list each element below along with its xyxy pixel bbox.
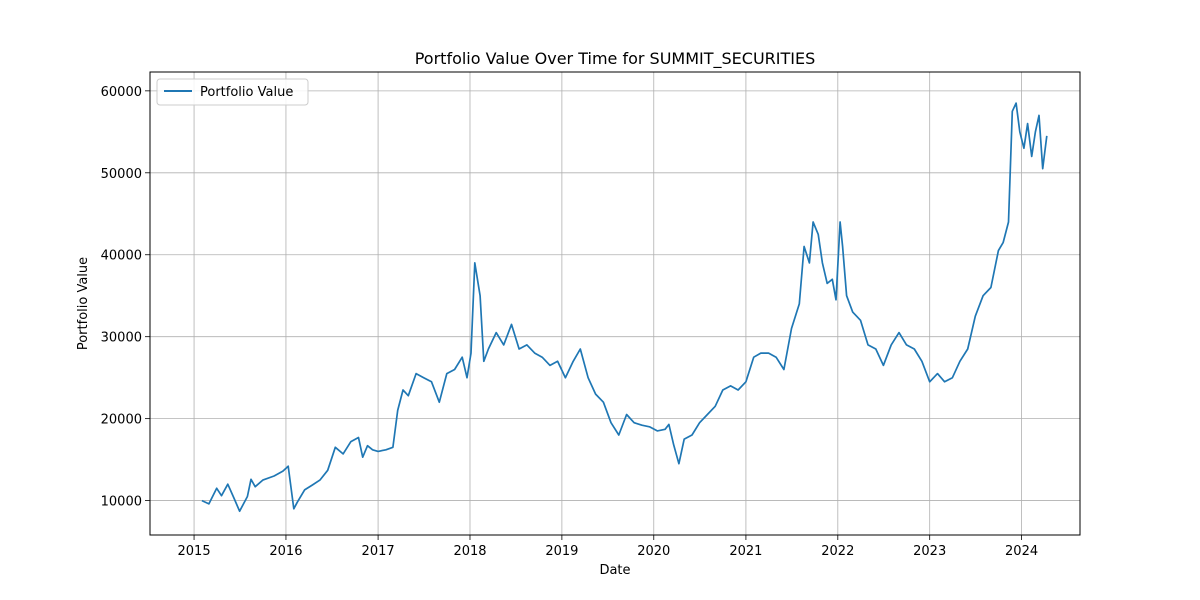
legend-box [156, 78, 309, 106]
x-tick-label: 2020 [637, 544, 670, 559]
x-tick-label: 2021 [729, 544, 762, 559]
x-tick-label: 2019 [545, 544, 578, 559]
y-tick-label: 20000 [101, 413, 142, 428]
chart-title: Portfolio Value Over Time for SUMMIT_SEC… [415, 49, 816, 69]
y-tick-label: 50000 [101, 167, 142, 182]
x-tick-label: 2024 [1005, 544, 1038, 559]
series-line-portfolio-value [201, 102, 1048, 513]
legend-label: Portfolio Value [200, 85, 293, 100]
x-tick-label: 2023 [913, 544, 946, 559]
x-axis-title: Date [599, 563, 630, 578]
y-tick-label: 30000 [101, 331, 142, 346]
x-tick-label: 2022 [821, 544, 854, 559]
x-tick-label: 2016 [269, 544, 302, 559]
x-axis-ticks: 2015 2016 2017 2018 2019 2020 2021 2022 2023 2024 [178, 535, 1038, 559]
y-axis-title: Portfolio Value [76, 257, 91, 350]
legend: Portfolio Value [156, 78, 309, 106]
plot-area-frame [149, 71, 1081, 536]
x-tick-label: 2017 [362, 544, 395, 559]
y-tick-label: 10000 [101, 495, 142, 510]
grid-lines [150, 72, 1080, 535]
y-tick-label: 60000 [101, 85, 142, 100]
x-tick-label: 2015 [178, 544, 211, 559]
x-tick-label: 2018 [453, 544, 486, 559]
y-tick-label: 40000 [101, 249, 142, 264]
y-axis-ticks: 10000 20000 30000 40000 50000 60000 [101, 85, 150, 510]
